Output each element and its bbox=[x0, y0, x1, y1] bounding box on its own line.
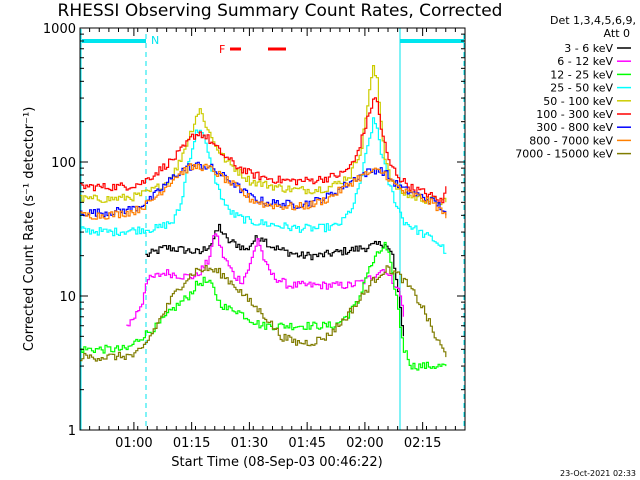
chart-title: RHESSI Observing Summary Count Rates, Co… bbox=[58, 1, 503, 21]
legend-label: 300 - 800 keV bbox=[536, 121, 613, 134]
x-tick-label: 01:30 bbox=[231, 436, 268, 451]
flare-label: F bbox=[219, 43, 225, 56]
legend-label: 3 - 6 keV bbox=[564, 42, 613, 55]
legend-header: Det 1,3,4,5,6,9, bbox=[550, 14, 636, 27]
series-line-100-300-keV bbox=[80, 97, 447, 204]
x-tick-label: 02:15 bbox=[404, 436, 441, 451]
series-line-800-7000-keV bbox=[80, 163, 447, 220]
series-line-6-12-keV bbox=[126, 233, 404, 327]
x-axis-label: Start Time (08-Sep-03 00:46:22) bbox=[171, 455, 382, 470]
x-tick-label: 01:00 bbox=[115, 436, 152, 451]
legend-label: 800 - 7000 keV bbox=[529, 134, 613, 147]
y-tick-label: 10 bbox=[59, 290, 76, 305]
legend-label: 6 - 12 keV bbox=[557, 55, 613, 68]
series-line-25-50-keV bbox=[80, 117, 447, 254]
y-axis-ticks: 1 10 100 1000 bbox=[43, 22, 465, 439]
legend-label: 50 - 100 keV bbox=[543, 95, 613, 108]
legend-label: 100 - 300 keV bbox=[536, 108, 613, 121]
x-tick-label: 01:45 bbox=[288, 436, 325, 451]
legend-label: 12 - 25 keV bbox=[550, 68, 613, 81]
y-tick-label: 1000 bbox=[43, 22, 76, 37]
x-tick-label: 01:15 bbox=[173, 436, 210, 451]
series-line-12-25-keV bbox=[80, 241, 447, 371]
x-tick-label: 02:00 bbox=[346, 436, 383, 451]
timestamp: 23-Oct-2021 02:33 bbox=[560, 469, 636, 478]
series-line-300-800-keV bbox=[80, 161, 447, 218]
legend-label: 25 - 50 keV bbox=[550, 82, 613, 95]
y-tick-label: 100 bbox=[51, 156, 76, 171]
night-label: N bbox=[151, 34, 159, 47]
y-axis-label: Corrected Count Rate (s⁻¹ detector⁻¹) bbox=[22, 107, 37, 352]
x-axis-ticks: 01:00 01:15 01:30 01:45 02:00 02:15 bbox=[79, 28, 466, 451]
legend-label: 7000 - 15000 keV bbox=[515, 148, 613, 161]
legend-header: Att 0 bbox=[604, 27, 630, 40]
series-line-3-6-keV bbox=[145, 223, 404, 337]
series-line-7000-15000-keV bbox=[80, 265, 447, 362]
y-tick-label: 1 bbox=[68, 424, 76, 439]
data-series bbox=[80, 65, 447, 371]
series-line-50-100-keV bbox=[80, 65, 447, 206]
